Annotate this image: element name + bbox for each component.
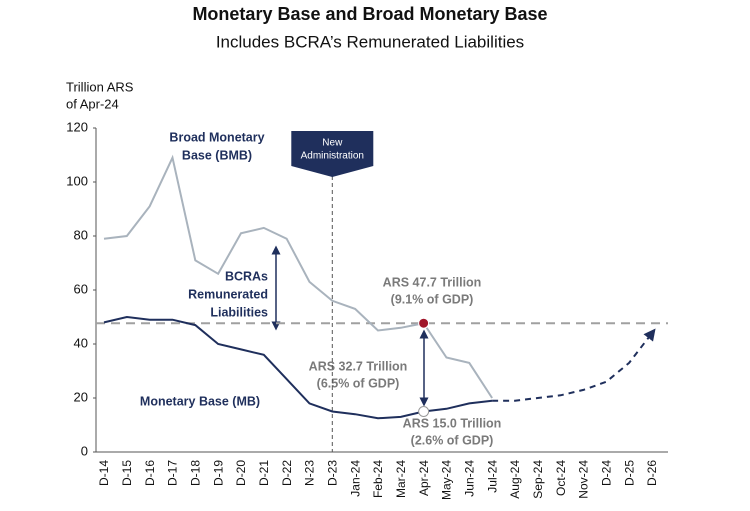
series-label: Broad Monetary [169, 130, 264, 144]
y-tick-label: 0 [81, 443, 88, 458]
annotation: (9.1% of GDP) [391, 292, 474, 306]
series-label: Monetary Base (MB) [140, 394, 260, 408]
x-tick-label: D-14 [97, 460, 111, 486]
x-tick-label: D-22 [280, 460, 294, 486]
x-tick-label: D-16 [143, 460, 157, 486]
x-tick-label: N-23 [303, 460, 317, 486]
x-tick-label: D-26 [645, 460, 659, 486]
annotation: (2.6% of GDP) [411, 433, 494, 447]
x-tick-label: May-24 [440, 460, 454, 500]
annotation: ARS 15.0 Trillion [403, 416, 502, 430]
x-tick-label: Aug-24 [508, 460, 522, 499]
x-tick-label: Sep-24 [531, 460, 545, 499]
y-tick-label: 40 [74, 335, 88, 350]
y-axis-label: of Apr-24 [66, 96, 119, 111]
annotation: ARS 47.7 Trillion [383, 275, 482, 289]
x-tick-label: Feb-24 [371, 460, 385, 498]
x-tick-label: Jan-24 [348, 460, 362, 497]
highlight-point [418, 317, 430, 329]
x-tick-label: D-23 [325, 460, 339, 486]
series-label: Base (BMB) [182, 148, 252, 162]
x-tick-label: D-24 [599, 460, 613, 486]
chart-title: Monetary Base and Broad Monetary Base [192, 4, 547, 24]
y-tick-label: 100 [66, 173, 88, 188]
x-tick-label: Nov-24 [577, 460, 591, 499]
series-label: BCRAs [225, 269, 268, 283]
event-label: New [322, 138, 343, 149]
x-tick-label: D-15 [120, 460, 134, 486]
x-tick-label: D-25 [622, 460, 636, 486]
x-tick-label: Mar-24 [394, 460, 408, 498]
series-label: Liabilities [210, 305, 268, 319]
x-tick-label: Oct-24 [554, 460, 568, 496]
x-tick-label: Jul-24 [485, 460, 499, 493]
x-tick-label: D-21 [257, 460, 271, 486]
x-tick-label: Apr-24 [417, 460, 431, 496]
event-label: Administration [301, 151, 364, 162]
x-tick-label: D-18 [188, 460, 202, 486]
x-tick-label: Jun-24 [462, 460, 476, 497]
y-axis-label: Trillion ARS [66, 79, 134, 94]
projection-line [492, 328, 656, 402]
y-tick-label: 120 [66, 119, 88, 134]
annotation: ARS 32.7 Trillion [309, 359, 408, 373]
y-tick-label: 60 [74, 281, 88, 296]
series-line [103, 154, 493, 399]
y-tick-label: 80 [74, 227, 88, 242]
highlight-point [418, 406, 430, 417]
annotation: (6.5% of GDP) [317, 376, 400, 390]
y-tick-label: 20 [74, 389, 88, 404]
x-tick-label: D-17 [166, 460, 180, 486]
chart-subtitle: Includes BCRA’s Remunerated Liabilities [216, 32, 524, 51]
x-tick-label: D-19 [211, 460, 225, 486]
series-label: Remunerated [188, 287, 268, 301]
event-box [291, 131, 374, 177]
x-tick-label: D-20 [234, 460, 248, 486]
